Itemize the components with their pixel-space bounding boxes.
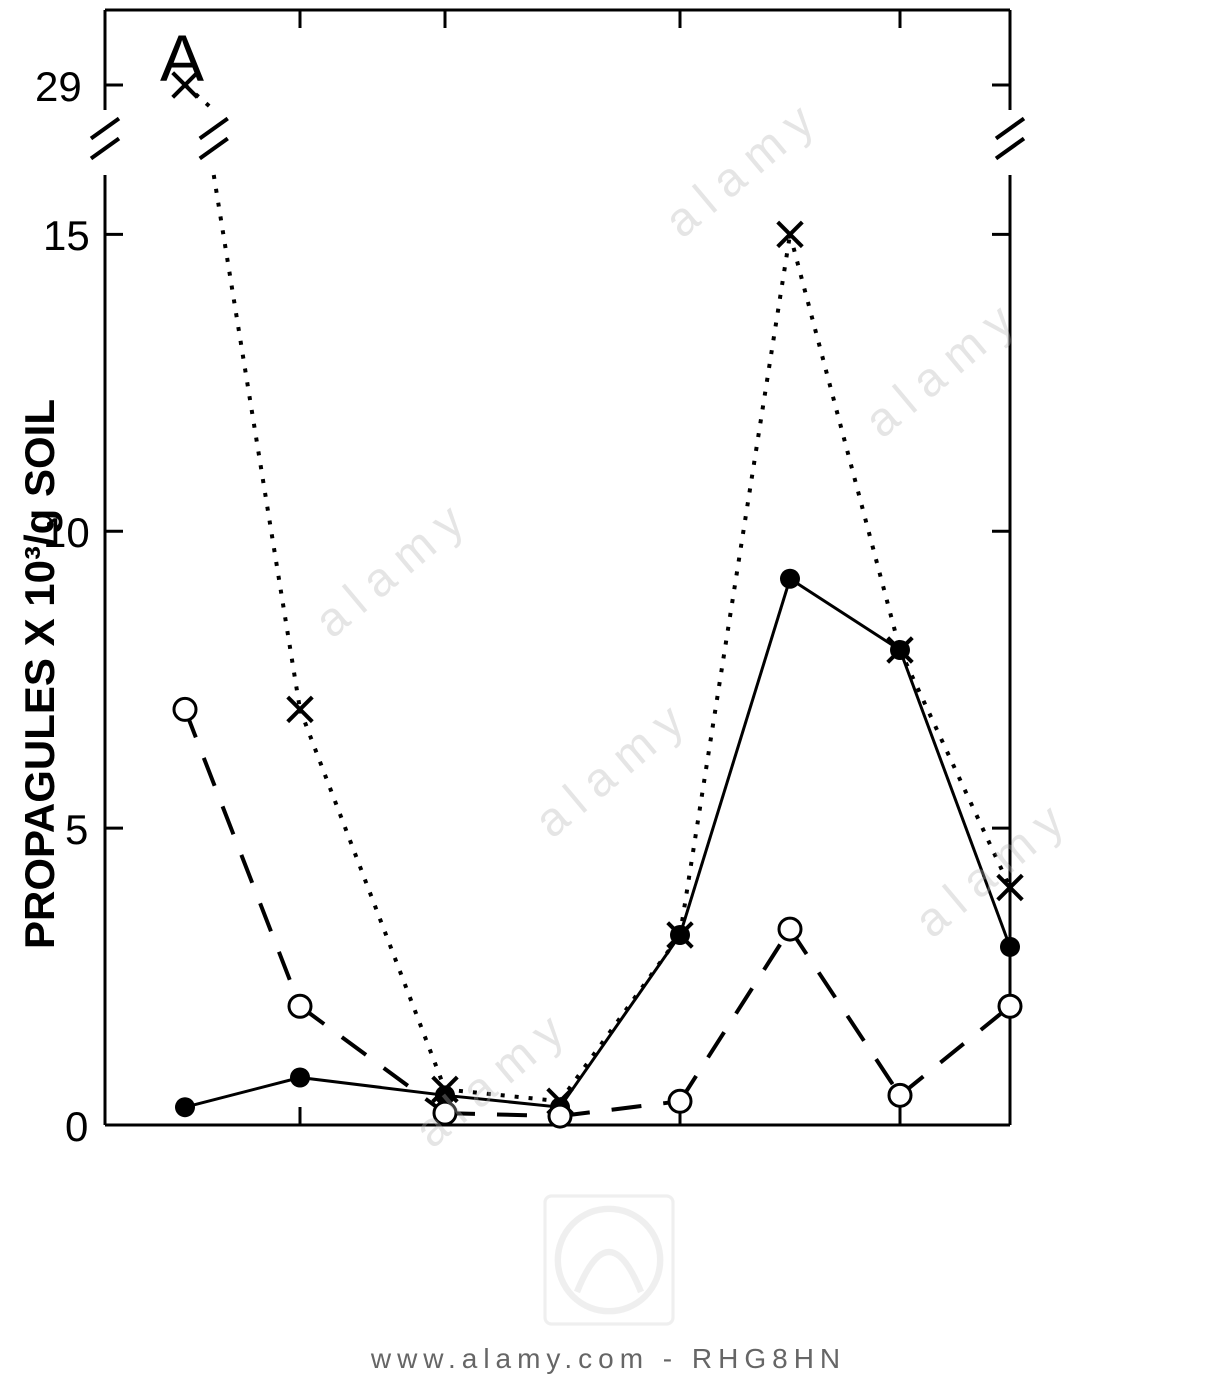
y-tick-label: 15 xyxy=(43,212,90,260)
chart-container: PROPAGULES X 10³/g SOIL A 29151050 alamy… xyxy=(0,0,1217,1390)
y-tick-label: 29 xyxy=(35,63,82,111)
y-tick-label: 10 xyxy=(43,509,90,557)
y-tick-label: 0 xyxy=(65,1103,88,1151)
y-tick-label: 5 xyxy=(65,806,88,854)
panel-label: A xyxy=(160,20,204,96)
chart-svg xyxy=(0,0,1217,1390)
y-axis-label: PROPAGULES X 10³/g SOIL xyxy=(16,374,64,974)
